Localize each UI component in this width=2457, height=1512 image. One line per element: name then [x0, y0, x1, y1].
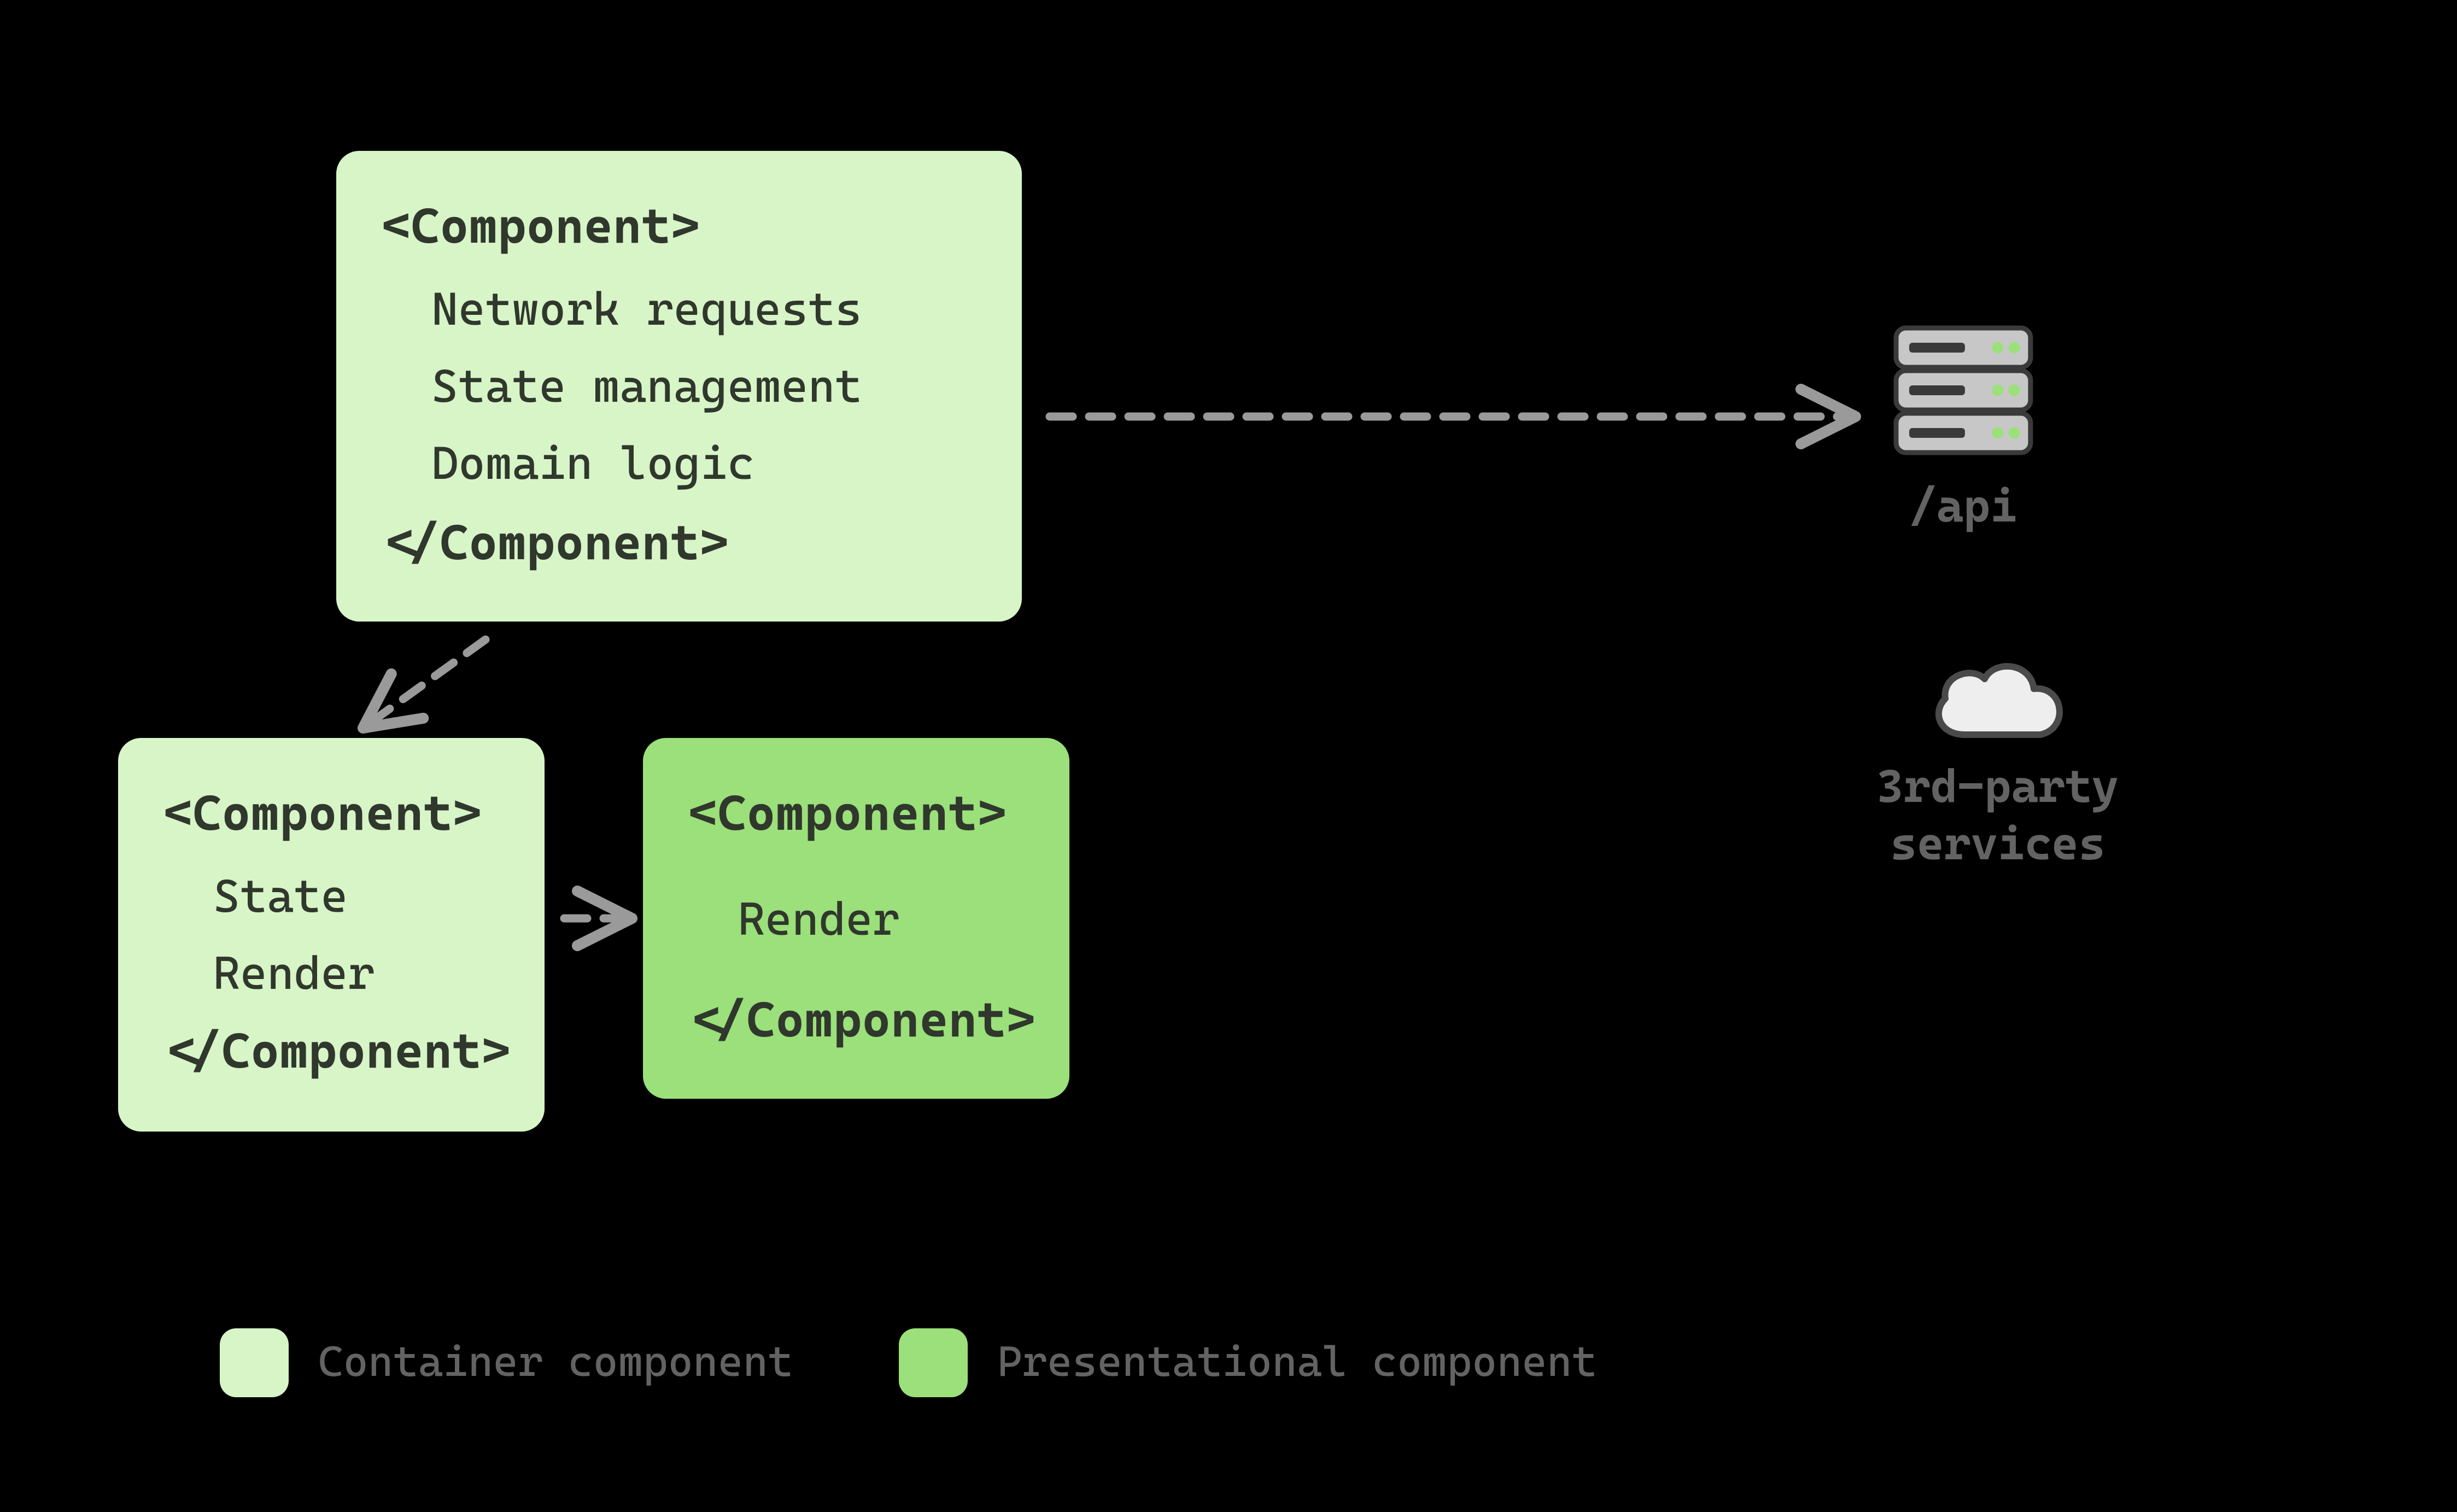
component-open-tag: <Component> — [164, 777, 499, 854]
legend-item-container: Container component — [220, 1328, 793, 1397]
component-open-tag: <Component> — [689, 777, 1023, 854]
diagram-stage: <Component> Network requests State manag… — [0, 0, 2457, 1512]
server-icon — [1889, 321, 2037, 462]
component-open-tag: <Component> — [382, 190, 976, 267]
component-close-tag: </Component> — [689, 984, 1023, 1060]
component-close-tag: </Component> — [164, 1016, 499, 1092]
legend-label: Presentational component — [997, 1338, 1597, 1387]
body-line: Render — [738, 883, 1023, 954]
api-label: /api — [1750, 479, 2177, 533]
component-body: Network requests State management Domain… — [382, 273, 976, 500]
node-container-top: <Component> Network requests State manag… — [336, 151, 1022, 622]
body-line: Render — [213, 938, 499, 1009]
third-party-label: 3rd-party services — [1785, 758, 2211, 872]
component-close-tag: </Component> — [382, 506, 976, 583]
body-line: Domain logic — [431, 429, 976, 500]
legend-swatch — [899, 1328, 968, 1397]
legend-item-presentational: Presentational component — [899, 1328, 1597, 1397]
legend-swatch — [220, 1328, 289, 1397]
node-presentational-bottom-right: <Component> Render </Component> — [643, 738, 1069, 1099]
body-line: State — [213, 860, 499, 931]
cloud-icon — [1922, 649, 2073, 751]
node-container-bottom-left: <Component> State Render </Component> — [118, 738, 545, 1131]
third-party-label-line2: services — [1785, 815, 2211, 872]
body-line: State management — [431, 351, 976, 422]
third-party-label-line1: 3rd-party — [1785, 758, 2211, 815]
component-body: State Render — [164, 860, 499, 1009]
component-body: Render — [689, 854, 1023, 984]
body-line: Network requests — [431, 273, 976, 344]
legend-label: Container component — [318, 1338, 793, 1387]
